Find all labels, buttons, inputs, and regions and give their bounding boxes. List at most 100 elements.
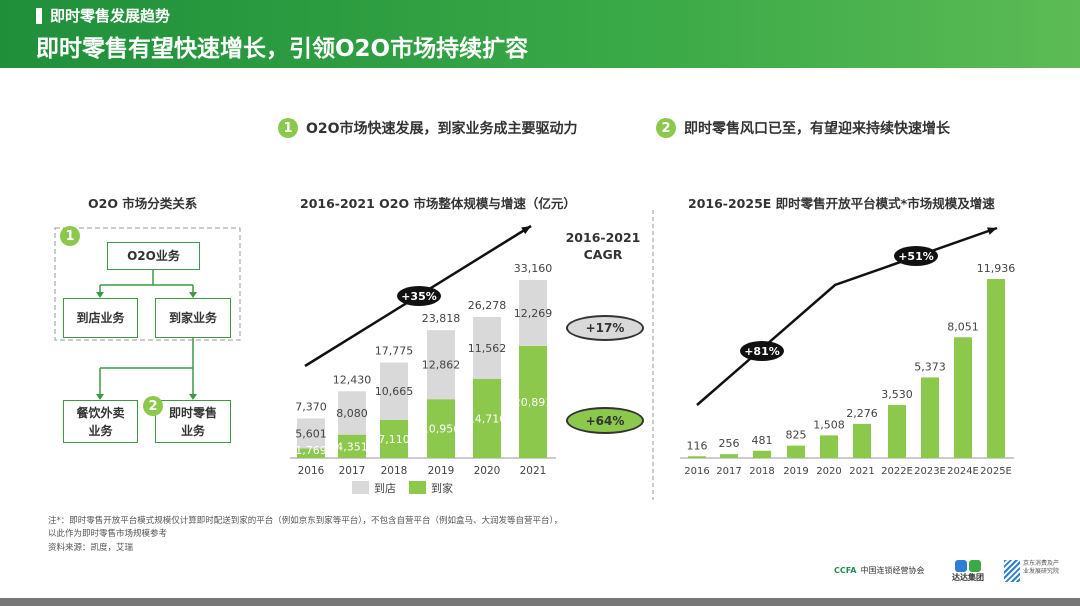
home-value-label: 4,351 (336, 440, 368, 453)
x-tick-label: 2021 (849, 466, 874, 477)
bar (888, 405, 906, 458)
x-tick-label: 2025E (980, 466, 1012, 477)
bar (820, 435, 838, 458)
x-tick-label: 2019 (783, 466, 808, 477)
diagram-title: O2O 市场分类关系 (88, 196, 198, 211)
bar-home (380, 419, 408, 458)
bar-home (427, 399, 455, 458)
legend-home-swatch (409, 481, 426, 494)
page-title: 即时零售有望快速增长，引领O2O市场持续扩容 (36, 36, 529, 62)
jd-institute-logo: 京东消费及产业发展研究院 (1004, 560, 1059, 582)
total-value-label: 33,160 (514, 262, 553, 275)
bar (954, 337, 972, 458)
node-o2o: O2O业务 (107, 242, 200, 270)
bar-store (427, 330, 455, 400)
node-food-delivery: 餐饮外卖 业务 (63, 400, 138, 443)
x-tick-label: 2023E (914, 466, 946, 477)
bar-home (473, 379, 501, 458)
total-value-label: 26,278 (468, 299, 507, 312)
growth-badge-1-label: +81% (744, 345, 780, 358)
x-tick-label: 2017 (339, 465, 366, 477)
x-tick-label: 2016 (298, 465, 325, 477)
bottom-band (0, 598, 1080, 606)
growth-arrow-head (987, 227, 997, 235)
bar-store (519, 280, 547, 346)
section-title: 即时零售发展趋势 (50, 7, 171, 25)
bar-store (473, 316, 501, 380)
point-2: 2 即时零售风口已至，有望迎来持续快速增长 (656, 118, 950, 138)
x-tick-label: 2017 (716, 466, 741, 477)
value-label: 1,508 (813, 418, 845, 431)
header-band: 即时零售发展趋势 即时零售有望快速增长，引领O2O市场持续扩容 (0, 0, 1080, 68)
store-value-label: 12,269 (514, 307, 553, 320)
growth-badge-1 (740, 341, 784, 361)
chart2-title: 2016-2025E 即时零售开放平台模式*市场规模及增速 (688, 196, 995, 211)
bar-store (338, 391, 366, 435)
x-tick-label: 2019 (428, 465, 455, 477)
value-label: 2,276 (846, 407, 878, 420)
bar (787, 445, 805, 458)
ccfa-name: 中国连锁经营协会 (860, 566, 925, 575)
bar (987, 279, 1005, 458)
home-value-label: 14,716 (468, 413, 507, 426)
x-tick-label: 2018 (749, 466, 774, 477)
value-label: 8,051 (947, 320, 979, 333)
store-value-label: 10,665 (375, 385, 414, 398)
footnote: 注*：即时零售开放平台模式规模仅计算即时配送到家的平台（例如京东到家等平台），不… (48, 516, 563, 539)
growth-arrow (696, 226, 998, 406)
cagr-store-badge: +17% (566, 315, 644, 341)
bar-home (519, 345, 547, 458)
bar (921, 377, 939, 458)
legend-store-swatch (352, 481, 369, 494)
diagram-badge-2: 2 (143, 396, 163, 416)
total-value-label: 17,775 (375, 345, 414, 358)
diagram-badge-1: 1 (60, 226, 80, 246)
value-label: 11,936 (977, 262, 1016, 275)
x-tick-label: 2020 (816, 466, 841, 477)
point-number: 2 (656, 118, 676, 138)
source: 资料来源：凯度，艾瑞 (48, 543, 134, 553)
x-tick-label: 2018 (381, 465, 408, 477)
cagr-title: 2016-2021 CAGR (565, 230, 641, 262)
ccfa-abbr: CCFA (834, 566, 857, 575)
total-value-label: 23,818 (422, 312, 461, 325)
x-tick-label: 2016 (684, 466, 709, 477)
value-label: 3,530 (881, 388, 913, 401)
point-number: 1 (278, 118, 298, 138)
point-1: 1 O2O市场快速发展，到家业务成主要驱动力 (278, 118, 578, 138)
jd-institute-name: 京东消费及产业发展研究院 (1023, 560, 1060, 575)
bar-store (297, 418, 325, 449)
growth-arrow-head (521, 226, 531, 235)
chart1-title: 2016-2021 O2O 市场整体规模与增速（亿元） (300, 196, 576, 211)
bar-home (297, 448, 325, 458)
value-label: 116 (687, 439, 708, 452)
dada-name: 达达集团 (952, 573, 984, 582)
x-tick-label: 2020 (474, 465, 501, 477)
store-value-label: 5,601 (295, 427, 327, 440)
bar (853, 423, 871, 458)
ccfa-logo: CCFA 中国连锁经营协会 (834, 565, 924, 576)
value-label: 256 (719, 437, 740, 450)
bar (753, 450, 771, 458)
growth-badge-2-label: +51% (898, 250, 934, 263)
home-value-label: 7,110 (378, 433, 410, 446)
home-value-label: 20,891 (514, 396, 553, 409)
bar (688, 456, 706, 458)
store-value-label: 12,862 (422, 359, 461, 372)
growth-badge-2 (894, 246, 938, 266)
point-text: 即时零售风口已至，有望迎来持续快速增长 (684, 121, 950, 137)
bar-store (380, 362, 408, 420)
dada-logo: 达达集团 (950, 560, 986, 583)
x-tick-label: 2022E (881, 466, 913, 477)
total-value-label: 7,370 (295, 400, 327, 413)
header-marker (36, 8, 42, 24)
node-home: 到家业务 (155, 298, 231, 338)
legend-home-label: 到家 (431, 481, 453, 495)
total-value-label: 12,430 (333, 373, 372, 386)
point-text: O2O市场快速发展，到家业务成主要驱动力 (306, 121, 578, 137)
cagr-home-badge: +64% (566, 407, 644, 434)
growth-badge (397, 286, 441, 306)
x-tick-label: 2021 (520, 465, 547, 477)
